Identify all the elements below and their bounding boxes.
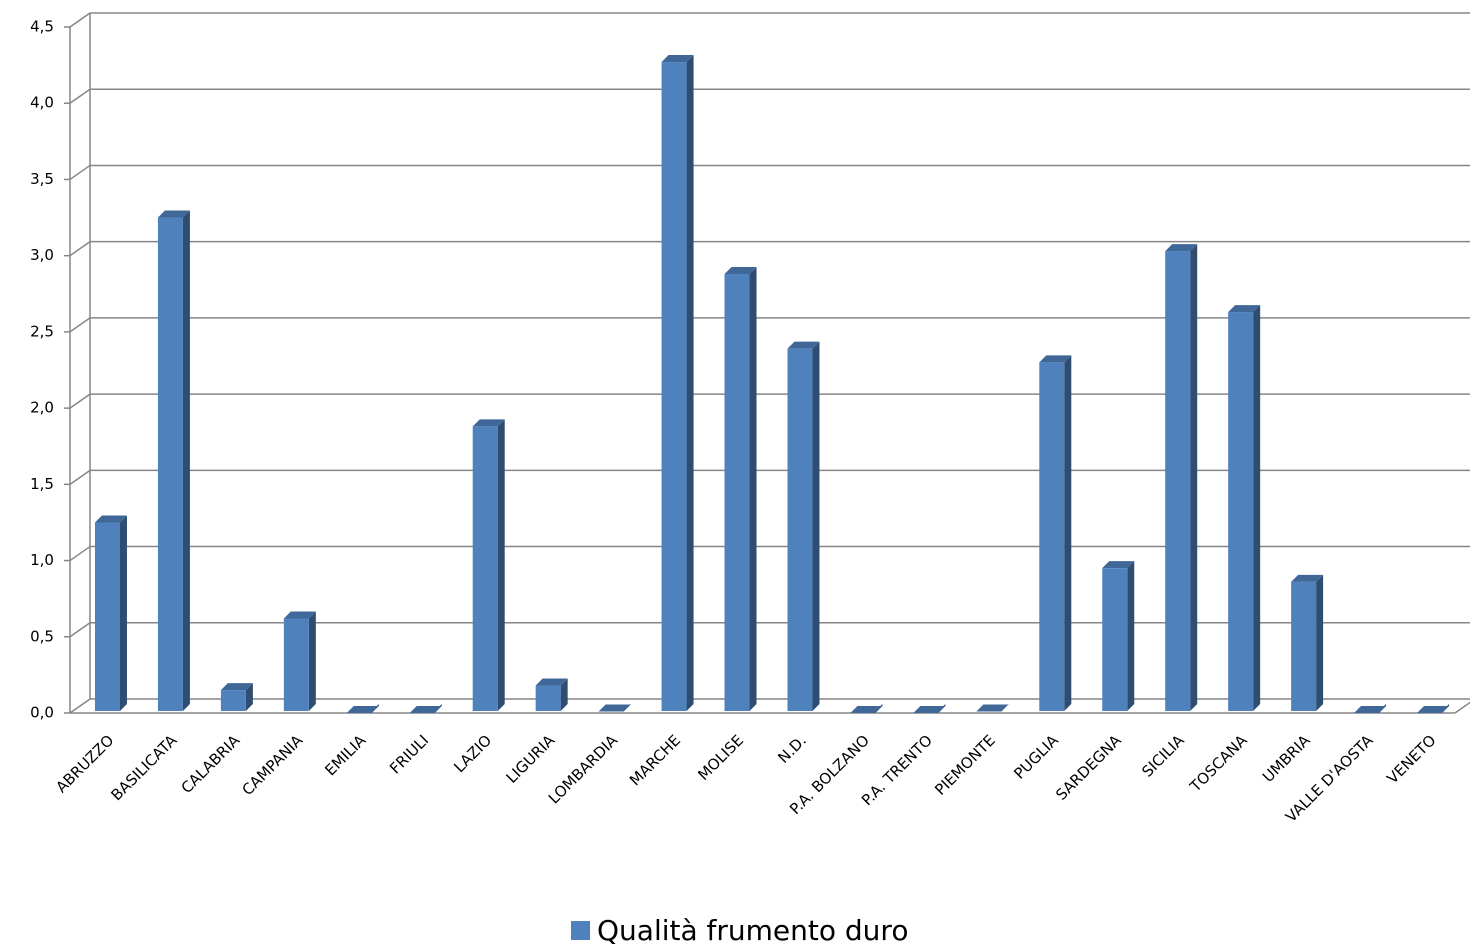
bar-side — [245, 683, 253, 711]
bar-side — [1190, 244, 1198, 712]
bar-top — [472, 419, 505, 427]
bar-side — [560, 678, 568, 711]
x-tick-label: FRIULI — [386, 731, 432, 777]
bar-side — [812, 341, 820, 711]
bar-side — [308, 611, 316, 711]
grid-line — [69, 393, 91, 409]
grid-line — [69, 698, 91, 714]
bar-top — [661, 55, 694, 63]
x-tick-label: LIGURIA — [503, 731, 559, 787]
bar-top — [1039, 355, 1072, 363]
y-tick-label: 3,5 — [30, 170, 54, 188]
y-tick-label: 3,0 — [30, 246, 54, 264]
bar-side — [182, 210, 190, 712]
x-tick-label: UMBRIA — [1259, 731, 1314, 786]
x-tick-label: LAZIO — [450, 731, 495, 776]
x-tick-label: EMILIA — [321, 731, 370, 780]
grid-line — [69, 88, 91, 104]
x-tick-label: MOLISE — [694, 731, 747, 784]
bar — [1165, 251, 1191, 712]
bar — [472, 426, 498, 711]
bar-top — [787, 341, 820, 349]
y-tick-label: 1,5 — [30, 475, 54, 493]
bar-top — [409, 706, 442, 713]
bar-top — [94, 515, 127, 523]
bar-top — [724, 266, 757, 274]
x-tick-label: SICILIA — [1138, 731, 1188, 781]
x-tick-label: PUGLIA — [1010, 731, 1062, 783]
y-tick-label: 0,5 — [30, 627, 54, 645]
x-tick-label: ABRUZZO — [52, 731, 117, 796]
y-tick-label: 2,0 — [30, 399, 54, 417]
bar — [1228, 312, 1254, 711]
grid-line — [69, 241, 91, 257]
legend-swatch — [571, 921, 590, 940]
bar-side — [1316, 574, 1324, 711]
y-tick-label: 2,5 — [30, 322, 54, 340]
bar — [787, 348, 813, 711]
bar — [94, 522, 120, 711]
bar — [535, 685, 561, 711]
bar-side — [1064, 355, 1072, 711]
bar — [283, 618, 309, 711]
x-tick-label: BASILICATA — [108, 731, 181, 804]
grid-line — [69, 622, 91, 638]
grid-line — [69, 317, 91, 333]
x-tick-label: VENETO — [1383, 731, 1439, 787]
bar — [1102, 568, 1128, 711]
x-tick-label: CALABRIA — [178, 731, 244, 797]
y-tick-label: 0,0 — [30, 704, 54, 722]
grid-line — [69, 164, 91, 181]
y-tick-label: 4,5 — [30, 18, 54, 36]
bar-top — [157, 210, 190, 218]
bar-top — [598, 704, 631, 712]
grid-line — [69, 469, 91, 485]
bar-side — [686, 55, 694, 712]
legend-label: Qualità frumento duro — [597, 914, 908, 947]
bar-side — [749, 266, 757, 711]
bar — [220, 690, 246, 711]
bar — [1039, 362, 1065, 711]
bar-top — [346, 706, 379, 713]
bar-top — [1102, 561, 1135, 569]
bar — [661, 62, 687, 712]
x-tick-label: N.D. — [774, 731, 810, 767]
grid-line — [69, 545, 91, 562]
bar-top — [913, 706, 946, 713]
bar-side — [119, 515, 127, 711]
bar-side — [1253, 305, 1261, 711]
x-tick-label: TOSCANA — [1186, 731, 1251, 796]
x-tick-label: CAMPANIA — [239, 731, 307, 799]
bar-top — [976, 704, 1009, 712]
bar — [724, 273, 750, 711]
bar-side — [497, 419, 505, 711]
bar-top — [1354, 706, 1387, 713]
bar-top — [220, 683, 253, 691]
bar — [157, 217, 183, 712]
bar-side — [1127, 561, 1135, 711]
y-tick-label: 4,0 — [30, 94, 54, 112]
bar-top — [1228, 305, 1261, 313]
bar-top — [283, 611, 316, 619]
bar-top — [1165, 244, 1198, 252]
x-tick-label: MARCHE — [626, 731, 684, 789]
grid-line — [69, 12, 91, 28]
x-tick-label: PIEMONTE — [931, 731, 999, 799]
y-tick-label: 1,0 — [30, 551, 54, 569]
bar-top — [1291, 574, 1324, 582]
floor — [1454, 701, 1470, 714]
bar-top — [850, 706, 883, 713]
bar-top — [535, 678, 568, 686]
x-tick-label: SARDEGNA — [1052, 731, 1125, 804]
bar — [1291, 581, 1317, 711]
bar-top — [1417, 706, 1450, 713]
